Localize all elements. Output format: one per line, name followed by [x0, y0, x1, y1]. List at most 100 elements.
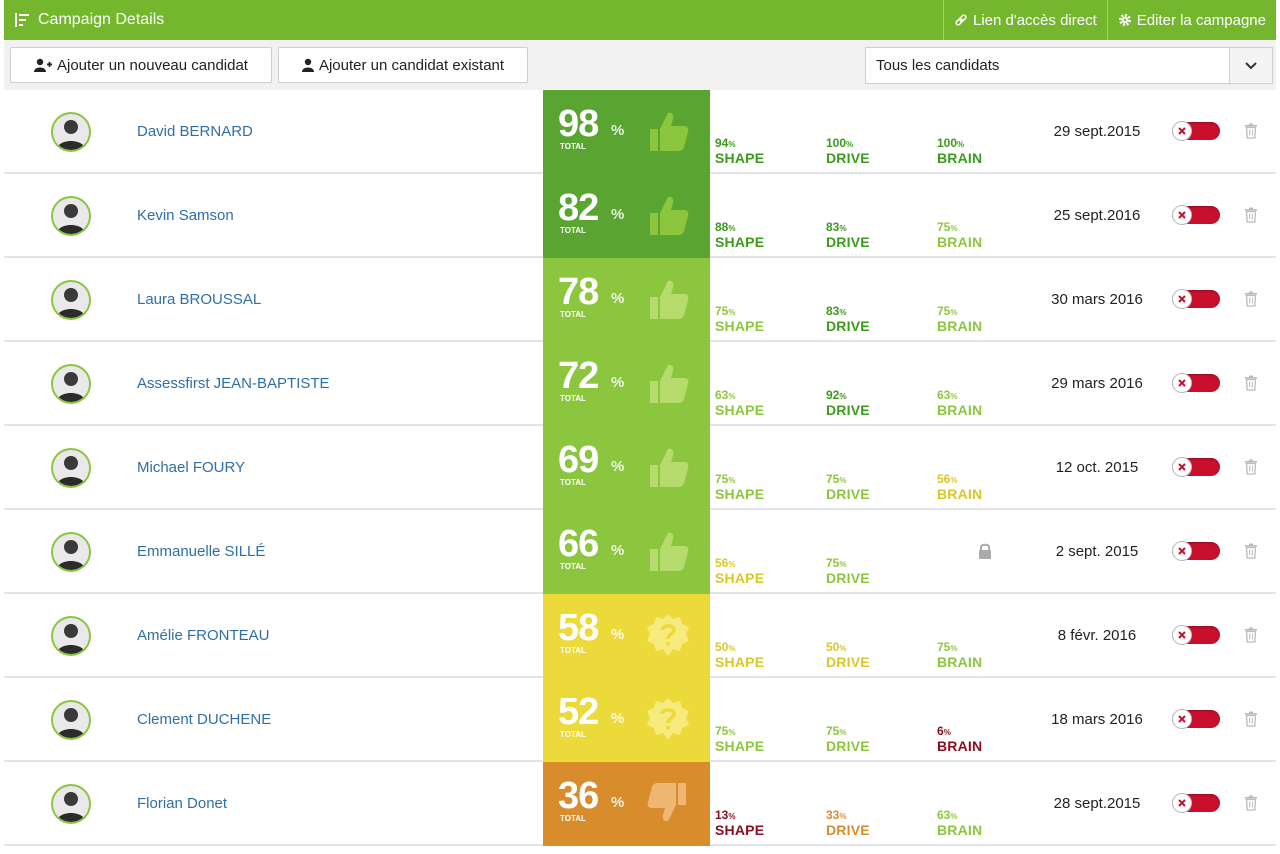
candidate-row[interactable]: Florian Donet 36% TOTAL 13% SHAPE 33% DRIVE 63%…	[4, 762, 1276, 846]
direct-link-button[interactable]: Lien d'accès direct	[944, 0, 1107, 40]
drive-label: DRIVE	[826, 234, 870, 250]
drive-value: 100%	[826, 136, 854, 150]
avatar[interactable]	[51, 700, 91, 740]
question-badge-icon	[647, 698, 689, 740]
date-day-month: 25 sept.	[1053, 206, 1107, 224]
shape-value: 56%	[715, 556, 736, 570]
header-divider	[942, 0, 944, 40]
drive-metric: 83% DRIVE	[826, 305, 916, 333]
brain-value: 75%	[937, 640, 958, 654]
avatar[interactable]	[51, 196, 91, 236]
candidate-row[interactable]: Laura BROUSSAL 78% TOTAL 75% SHAPE 83% DRIVE 75…	[4, 258, 1276, 342]
status-toggle[interactable]	[1172, 205, 1220, 225]
toggle-knob	[1172, 793, 1192, 813]
candidate-row[interactable]: David BERNARD 98% TOTAL 94% SHAPE 100% DRIVE 10…	[4, 90, 1276, 174]
avatar[interactable]	[51, 364, 91, 404]
close-icon	[1178, 379, 1186, 387]
delete-candidate-button[interactable]	[1244, 375, 1258, 396]
brain-value: 63%	[937, 388, 958, 402]
percent-sign: %	[611, 206, 625, 223]
candidate-row[interactable]: Assessfirst JEAN-BAPTISTE 72% TOTAL 63% SHAP…	[4, 342, 1276, 426]
drive-label: DRIVE	[826, 402, 870, 418]
user-photo-icon	[57, 708, 85, 738]
drive-value: 83%	[826, 220, 847, 234]
status-toggle[interactable]	[1172, 457, 1220, 477]
add-existing-candidate-button[interactable]: Ajouter un candidat existant	[278, 47, 528, 83]
total-score-value: 52	[558, 691, 599, 733]
add-new-candidate-button[interactable]: Ajouter un nouveau candidat	[10, 47, 272, 83]
status-toggle[interactable]	[1172, 709, 1220, 729]
delete-candidate-button[interactable]	[1244, 711, 1258, 732]
candidate-row[interactable]: Kevin Samson 82% TOTAL 88% SHAPE 83% DRIVE 75% B…	[4, 174, 1276, 258]
drive-metric: 75% DRIVE	[826, 557, 916, 585]
brain-metric: 6% BRAIN	[937, 725, 1027, 753]
avatar[interactable]	[51, 448, 91, 488]
avatar[interactable]	[51, 280, 91, 320]
application-date: 29 sept. 2015	[1042, 90, 1152, 172]
toggle-knob	[1172, 541, 1192, 561]
shape-value: 63%	[715, 388, 736, 402]
edit-campaign-button[interactable]: Editer la campagne	[1108, 0, 1276, 40]
drive-value: 50%	[826, 640, 847, 654]
shape-metric: 13% SHAPE	[715, 809, 805, 837]
total-score-badge: 52% TOTAL	[543, 678, 710, 762]
shape-label: SHAPE	[715, 738, 765, 754]
status-toggle[interactable]	[1172, 793, 1220, 813]
user-photo-icon	[57, 288, 85, 318]
drive-metric: 100% DRIVE	[826, 137, 916, 165]
drive-value: 33%	[826, 808, 847, 822]
status-toggle[interactable]	[1172, 373, 1220, 393]
avatar[interactable]	[51, 784, 91, 824]
candidate-filter-select[interactable]: Tous les candidats	[865, 47, 1273, 84]
candidate-name-link[interactable]: Emmanuelle SILLÉ	[137, 542, 266, 560]
application-date: 30 mars 2016	[1051, 290, 1143, 308]
score-verdict	[646, 697, 690, 746]
avatar[interactable]	[51, 616, 91, 656]
avatar[interactable]	[51, 112, 91, 152]
status-toggle[interactable]	[1172, 625, 1220, 645]
drive-label: DRIVE	[826, 570, 870, 586]
delete-candidate-button[interactable]	[1244, 123, 1258, 144]
delete-candidate-button[interactable]	[1244, 627, 1258, 648]
avatar[interactable]	[51, 532, 91, 572]
delete-candidate-button[interactable]	[1244, 291, 1258, 312]
candidate-name-link[interactable]: Kevin Samson	[137, 206, 234, 224]
total-label: TOTAL	[560, 730, 586, 739]
application-date: 2 sept. 2015	[1055, 542, 1139, 560]
candidate-name-link[interactable]: Assessfirst JEAN-BAPTISTE	[137, 374, 330, 392]
toggle-knob	[1172, 625, 1192, 645]
status-toggle[interactable]	[1172, 121, 1220, 141]
candidate-name-link[interactable]: Clement DUCHENE	[137, 710, 272, 728]
delete-candidate-button[interactable]	[1244, 207, 1258, 228]
delete-candidate-button[interactable]	[1244, 795, 1258, 816]
drive-label: DRIVE	[826, 486, 870, 502]
score-verdict	[646, 361, 690, 410]
candidate-row[interactable]: Michael FOURY 69% TOTAL 75% SHAPE 75% DRIVE 56%…	[4, 426, 1276, 510]
candidate-name-link[interactable]: David BERNARD	[137, 122, 253, 140]
status-toggle[interactable]	[1172, 541, 1220, 561]
delete-candidate-button[interactable]	[1244, 459, 1258, 480]
shape-metric: 88% SHAPE	[715, 221, 805, 249]
trash-icon	[1245, 207, 1257, 223]
toggle-knob	[1172, 457, 1192, 477]
drive-metric: 75% DRIVE	[826, 473, 916, 501]
trash-icon	[1245, 291, 1257, 307]
candidate-name-link[interactable]: Michael FOURY	[137, 458, 246, 476]
candidate-row[interactable]: Emmanuelle SILLÉ 66% TOTAL 56% SHAPE 75% DRIVE…	[4, 510, 1276, 594]
delete-candidate-button[interactable]	[1244, 543, 1258, 564]
candidate-row[interactable]: Amélie FRONTEAU 58% TOTAL 50% SHAPE 50% DRIVE 7…	[4, 594, 1276, 678]
candidate-name-link[interactable]: Laura BROUSSAL	[137, 290, 262, 308]
header-divider	[1106, 0, 1108, 40]
user-icon	[301, 58, 314, 72]
toggle-knob	[1172, 289, 1192, 309]
candidate-filter-value: Tous les candidats	[876, 57, 1000, 74]
candidate-name-link[interactable]: Amélie FRONTEAU	[137, 626, 270, 644]
user-plus-icon	[34, 58, 52, 72]
candidate-row[interactable]: Clement DUCHENE 52% TOTAL 75% SHAPE 75% DRIVE 6…	[4, 678, 1276, 762]
candidate-name-link[interactable]: Florian Donet	[137, 794, 228, 812]
close-icon	[1178, 799, 1186, 807]
status-toggle[interactable]	[1172, 289, 1220, 309]
total-score-value: 58	[558, 607, 599, 649]
brain-metric: 63% BRAIN	[937, 389, 1027, 417]
dropdown-toggle[interactable]	[1229, 48, 1272, 83]
